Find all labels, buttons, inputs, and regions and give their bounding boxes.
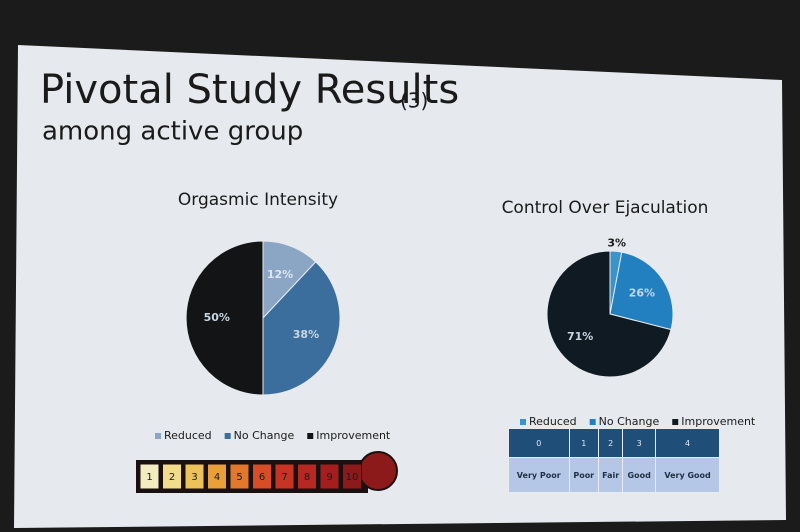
slide-title: Pivotal Study Results [40, 67, 459, 113]
legend-swatch [307, 433, 314, 439]
scale-labels: Very Poor Poor Fair Good Very Good [508, 457, 720, 493]
thermo-level: 9 [326, 472, 332, 483]
thermo-cell [229, 463, 250, 490]
legend-label: No Change [599, 415, 660, 428]
chart-title: Orgasmic Intensity [178, 190, 338, 210]
legend-swatch [520, 419, 526, 425]
scale-label: Fair [597, 457, 624, 493]
legend-swatch [589, 419, 596, 425]
legend-swatch [672, 419, 679, 425]
thermo-cell [342, 463, 362, 490]
thermo-level: 10 [346, 472, 359, 483]
thermo-bulb [358, 451, 398, 491]
chart-title: Control Over Ejaculation [502, 198, 709, 218]
data-label: 38% [293, 328, 319, 341]
scale-level: 4 [655, 428, 720, 458]
slide-title-note: (3) [400, 89, 428, 113]
data-label: 50% [204, 311, 230, 324]
thermo-level: 7 [281, 472, 287, 483]
thermo-cell [274, 463, 295, 490]
legend-label: No Change [234, 429, 295, 442]
thermo-level: 3 [191, 472, 197, 483]
thermo-cell [252, 463, 272, 490]
scale-label: Very Poor [508, 457, 570, 493]
pie-slice [185, 240, 264, 396]
thermo-level: 5 [236, 472, 242, 483]
thermo-cell [162, 463, 182, 490]
pie-slice [546, 250, 672, 378]
legend-label: Reduced [529, 415, 577, 428]
pie-slice [609, 251, 674, 331]
data-label: 3% [607, 236, 626, 249]
legend-label: Reduced [164, 429, 212, 442]
scale-level: 0 [508, 428, 570, 458]
data-label: 12% [267, 268, 293, 281]
thermo-level: 2 [169, 472, 175, 483]
scale-label: Very Good [655, 457, 720, 493]
scale-label: Poor [568, 457, 599, 493]
slide [14, 45, 786, 528]
data-label: 71% [567, 330, 593, 343]
thermo-level: 8 [304, 472, 310, 483]
legend-label: Improvement [681, 415, 756, 428]
slide-subtitle: among active group [42, 117, 303, 147]
thermo-cell [184, 463, 205, 490]
thermo-cell [297, 463, 317, 490]
thermo-cell [319, 463, 340, 490]
scale-level: 3 [622, 428, 657, 458]
legend-label: Improvement [316, 429, 391, 442]
thermo-cell [207, 463, 227, 490]
scale-level: 1 [568, 428, 599, 458]
thermo-level: 6 [259, 472, 265, 483]
scale-label: Good [622, 457, 657, 493]
data-label: 26% [629, 287, 655, 300]
thermo-level: 1 [146, 472, 152, 483]
legend-swatch [224, 433, 231, 439]
thermo-cell [139, 463, 160, 490]
scale-level: 2 [597, 428, 624, 458]
thermo-level: 4 [214, 472, 220, 483]
legend-swatch [155, 433, 161, 439]
pie-slice [262, 261, 341, 396]
